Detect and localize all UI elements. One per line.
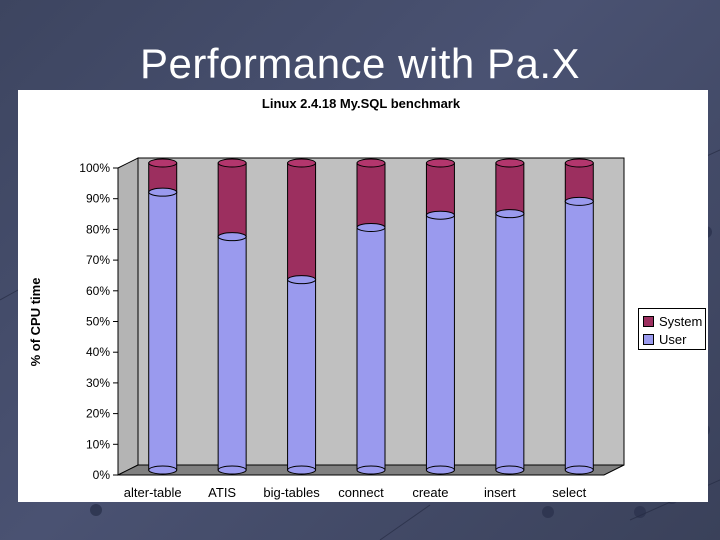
legend-swatch-user [643, 333, 654, 345]
bar-user-top-ATIS [217, 232, 247, 242]
y-tick-label: 0% [93, 468, 111, 482]
bar-user-top-big-tables [287, 275, 317, 285]
bar-user-connect [356, 226, 386, 471]
bar-system-big-tables [287, 162, 317, 281]
bar-user-top-create [425, 210, 455, 220]
bar-system-create [425, 162, 455, 216]
bar-system-top-big-tables [287, 158, 317, 168]
y-tick-label: 60% [86, 284, 110, 298]
bar-user-alter-table [148, 191, 178, 471]
y-tick-label: 80% [86, 222, 110, 236]
bar-system-connect [356, 162, 386, 228]
legend-entry-system: System [643, 312, 703, 330]
chart-title: Linux 2.4.18 My.SQL benchmark [262, 96, 461, 111]
y-tick-label: 70% [86, 253, 110, 267]
bar-user-base-create [425, 465, 455, 475]
bar-user-select [564, 200, 594, 471]
bar-system-insert [495, 162, 525, 215]
bar-system-top-ATIS [217, 158, 247, 168]
x-tick-label: select [552, 485, 586, 500]
bar-user-base-select [564, 465, 594, 475]
y-tick-label: 20% [86, 407, 110, 421]
legend-swatch-system [643, 315, 654, 327]
bar-system-top-connect [356, 158, 386, 168]
chart: 0% 10% 20% 30% 40% 50% 60% 70% 80% 90% 100% Linux 2… [28, 96, 625, 500]
bar-system-top-select [564, 158, 594, 168]
bar-user-create [425, 214, 455, 471]
y-tick-label: 50% [86, 315, 110, 329]
bar-user-big-tables [287, 279, 317, 471]
bar-system-ATIS [217, 162, 247, 238]
bar-user-top-alter-table [148, 187, 178, 197]
bar-user-insert [495, 213, 525, 471]
slide-title: Performance with Pa.X [139, 40, 580, 87]
y-tick-label: 10% [86, 437, 110, 451]
bar-user-base-connect [356, 465, 386, 475]
legend-entry-user: User [643, 330, 701, 348]
y-axis-label: % of CPU time [28, 278, 43, 367]
y-tick-label: 40% [86, 345, 110, 359]
bar-user-base-alter-table [148, 465, 178, 475]
chart-panel: 0% 10% 20% 30% 40% 50% 60% 70% 80% 90% 100% Linux 2… [18, 90, 708, 502]
bar-user-base-big-tables [287, 465, 317, 475]
x-tick-label: insert [484, 485, 516, 500]
x-tick-label: create [412, 485, 448, 500]
y-tick-label: 90% [86, 192, 110, 206]
y-tick-label: 100% [79, 161, 110, 175]
bar-system-select [564, 162, 594, 202]
x-tick-label: big-tables [263, 485, 320, 500]
bar-user-top-connect [356, 222, 386, 232]
legend-label-system: System [659, 313, 703, 329]
bar-user-base-ATIS [217, 465, 247, 475]
bar-system-top-insert [495, 158, 525, 168]
bar-user-top-insert [495, 209, 525, 219]
bar-system-top-alter-table [148, 158, 178, 168]
bar-user-base-insert [495, 465, 525, 475]
bar-user-ATIS [217, 236, 247, 471]
plot-side-wall [117, 157, 139, 476]
x-tick-label: alter-table [124, 485, 182, 500]
y-tick-label: 30% [86, 376, 110, 390]
bar-user-top-select [564, 196, 594, 206]
chart-legend: System User [638, 308, 706, 350]
legend-label-user: User [659, 331, 687, 347]
x-tick-label: connect [338, 485, 384, 500]
x-tick-label: ATIS [208, 485, 236, 500]
bar-system-top-create [425, 158, 455, 168]
